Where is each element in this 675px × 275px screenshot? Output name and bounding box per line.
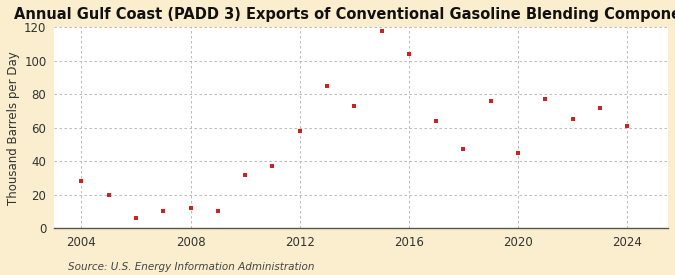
Point: [267, 164, 278, 168]
Point: [404, 52, 414, 56]
Point: [158, 209, 169, 214]
Point: [103, 192, 114, 197]
Point: [567, 117, 578, 122]
Y-axis label: Thousand Barrels per Day: Thousand Barrels per Day: [7, 51, 20, 205]
Point: [458, 147, 469, 152]
Point: [130, 216, 141, 220]
Point: [349, 104, 360, 108]
Point: [321, 84, 332, 88]
Point: [485, 99, 496, 103]
Point: [540, 97, 551, 101]
Text: Source: U.S. Energy Information Administration: Source: U.S. Energy Information Administ…: [68, 262, 314, 272]
Point: [595, 105, 605, 110]
Point: [431, 119, 441, 123]
Point: [185, 206, 196, 210]
Point: [294, 129, 305, 133]
Point: [622, 124, 632, 128]
Point: [240, 172, 250, 177]
Point: [376, 28, 387, 33]
Title: Annual Gulf Coast (PADD 3) Exports of Conventional Gasoline Blending Components: Annual Gulf Coast (PADD 3) Exports of Co…: [14, 7, 675, 22]
Point: [512, 151, 523, 155]
Point: [76, 179, 87, 183]
Point: [213, 209, 223, 214]
